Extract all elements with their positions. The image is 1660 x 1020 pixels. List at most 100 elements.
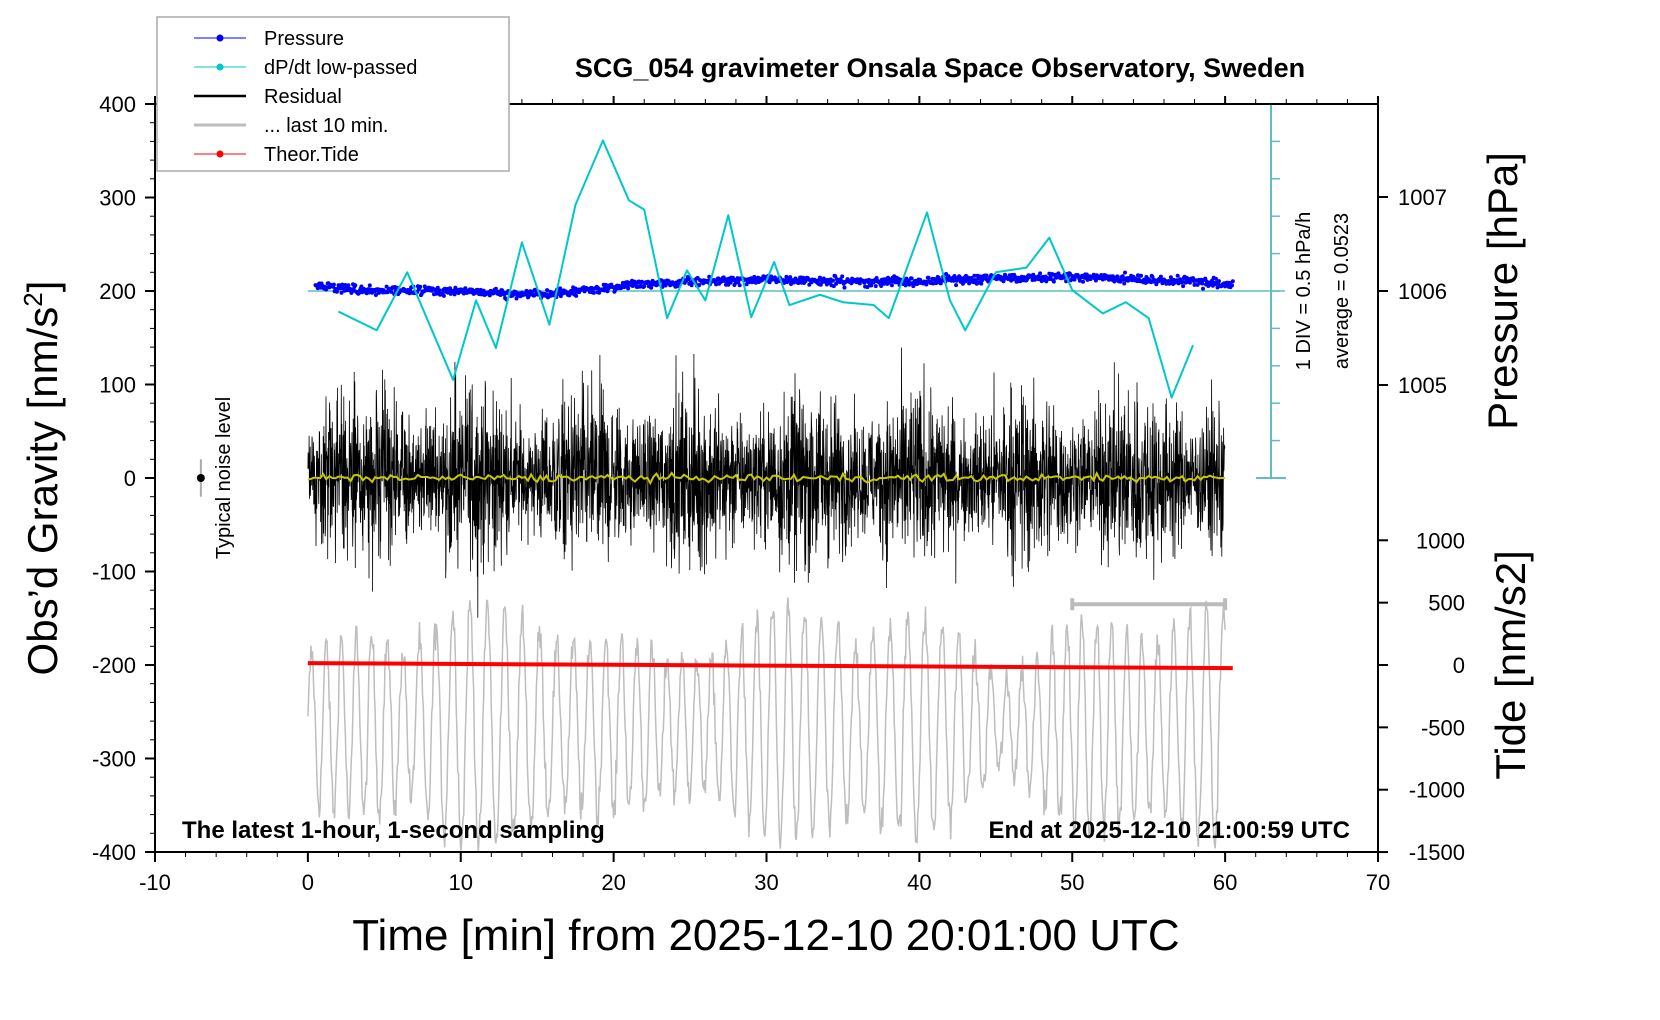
pressure-point <box>545 288 550 293</box>
pressure-point <box>1122 281 1127 286</box>
pressure-point <box>649 285 654 290</box>
noise-point <box>196 474 205 482</box>
pressure-point <box>1192 282 1197 287</box>
pressure-point <box>613 288 618 292</box>
pressure-point <box>931 281 936 286</box>
pressure-tick-label: 1006 <box>1398 279 1447 304</box>
pressure-point <box>869 283 874 288</box>
pressure-tick-label: 1005 <box>1398 373 1447 398</box>
y-axis-label: Obs’d Gravity [nm/s2] <box>18 281 66 676</box>
pressure-point <box>737 283 742 288</box>
pressure-point <box>1217 279 1221 284</box>
pressure-point <box>1201 286 1205 291</box>
pressure-point <box>1175 273 1180 278</box>
pressure-point <box>574 293 579 298</box>
pressure-point <box>493 286 498 291</box>
tide-tick-label: 1000 <box>1416 528 1465 553</box>
pressure-point <box>842 285 847 290</box>
pressure-point <box>1038 271 1043 276</box>
pressure-point <box>1180 279 1185 284</box>
noise-annotation: Typical noise level <box>213 397 235 559</box>
pressure-point <box>984 273 989 278</box>
y-tick-label: -400 <box>92 840 136 865</box>
pressure-point <box>697 283 702 287</box>
x-tick-label: 20 <box>601 870 625 895</box>
bottom-left-note: The latest 1-hour, 1-second sampling <box>182 817 605 844</box>
pressure-point <box>952 274 957 278</box>
pressure-axis-label: Pressure [hPa] <box>1479 152 1526 430</box>
pressure-point <box>972 273 977 278</box>
pressure-point <box>1120 274 1125 279</box>
legend-label: dP/dt low-passed <box>264 57 417 79</box>
y-tick-label: -200 <box>92 653 136 678</box>
pressure-point <box>926 275 931 280</box>
pressure-point <box>343 283 348 287</box>
y-tick-label: 0 <box>124 466 136 491</box>
pressure-point <box>889 283 894 288</box>
y-tick-label: 400 <box>99 92 136 117</box>
chart-title: SCG_054 gravimeter Onsala Space Observat… <box>575 53 1305 83</box>
pressure-point <box>1168 275 1173 280</box>
pressure-point <box>979 281 984 286</box>
tide-tick-label: -1500 <box>1409 840 1465 865</box>
pressure-point <box>437 288 442 293</box>
pressure-point <box>1136 273 1140 278</box>
legend-marker <box>216 150 224 158</box>
pressure-point <box>1139 273 1143 278</box>
y-tick-label: -300 <box>92 747 136 772</box>
pressure-tick-label: 1007 <box>1398 185 1447 210</box>
pressure-point <box>373 293 378 297</box>
pressure-point <box>1181 284 1186 289</box>
legend-marker <box>216 34 224 42</box>
pressure-point <box>1081 279 1085 284</box>
y-tick-label: 200 <box>99 279 136 304</box>
tide-tick-label: 500 <box>1428 591 1465 616</box>
pressure-point <box>604 282 608 287</box>
pressure-point <box>479 292 484 297</box>
pressure-point <box>659 278 664 283</box>
x-axis-label: Time [min] from 2025-12-10 20:01:00 UTC <box>352 911 1179 960</box>
pressure-point <box>339 290 344 295</box>
pressure-point <box>879 284 884 288</box>
pressure-point <box>1230 279 1235 284</box>
tide-axis-label: Tide [nm/s2] <box>1487 550 1534 780</box>
pressure-point <box>558 286 563 291</box>
legend-label: Theor.Tide <box>264 144 359 166</box>
pressure-point <box>954 283 959 288</box>
pressure-point <box>707 274 712 279</box>
pressure-point <box>789 282 793 286</box>
tide-tick-label: -1000 <box>1409 778 1465 803</box>
pressure-point <box>315 286 320 291</box>
pressure-point <box>866 277 871 282</box>
pressure-point <box>714 282 719 287</box>
pressure-point <box>857 281 862 286</box>
pressure-point <box>831 278 835 283</box>
dpdt-line <box>338 139 1194 399</box>
pressure-point <box>1188 280 1192 285</box>
pressure-point <box>346 283 351 288</box>
x-tick-label: 50 <box>1060 870 1084 895</box>
y-tick-label: 300 <box>99 186 136 211</box>
pressure-point <box>331 282 336 287</box>
pressure-point <box>874 276 879 280</box>
pressure-point <box>1230 283 1234 288</box>
x-tick-label: 30 <box>754 870 778 895</box>
pressure-point <box>909 276 914 281</box>
tide-line <box>307 661 1233 671</box>
tide-tick-label: 0 <box>1453 653 1465 678</box>
pressure-point <box>721 275 726 280</box>
legend-label: Residual <box>264 86 342 108</box>
x-tick-label: -10 <box>139 870 171 895</box>
x-tick-label: 40 <box>907 870 931 895</box>
x-tick-label: 70 <box>1366 870 1390 895</box>
legend-label: ... last 10 min. <box>264 115 389 137</box>
legend-marker <box>216 63 224 71</box>
pressure-point <box>1200 281 1205 286</box>
pressure-point <box>626 286 631 291</box>
pressure-point <box>873 284 878 289</box>
pressure-point <box>1115 274 1120 279</box>
pressure-point <box>1158 274 1163 279</box>
pressure-point <box>912 282 916 287</box>
pressure-point <box>591 290 596 295</box>
